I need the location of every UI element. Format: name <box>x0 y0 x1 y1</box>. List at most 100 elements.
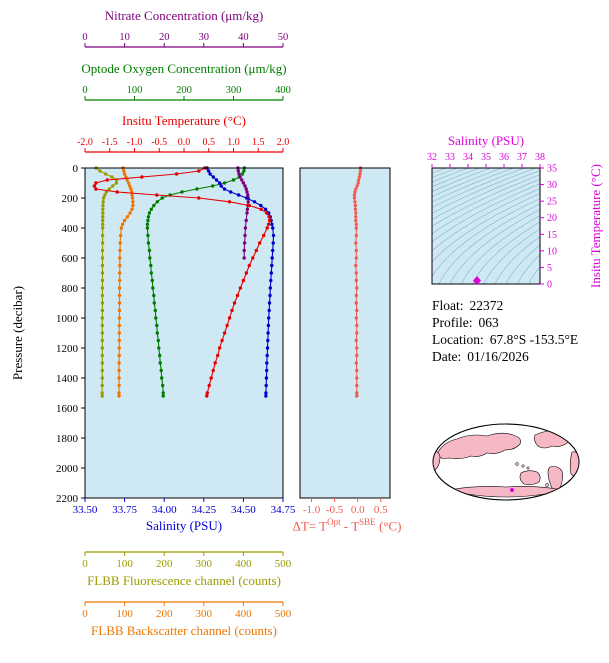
fluorescence-tick-label: 300 <box>196 558 213 570</box>
backscatter-profile-marker <box>117 383 121 388</box>
location-value: 67.8°S -153.5°E <box>489 332 579 347</box>
ts-diamond-marker <box>473 276 481 286</box>
pressure-tick-label: 600 <box>62 253 79 265</box>
backscatter-profile-marker <box>117 301 122 305</box>
delta-t-axis: -1.0 -0.5 0.0 0.5 <box>303 498 388 516</box>
delta-t-profile-marker <box>354 233 358 238</box>
oxygen-tick-label: 0 <box>82 85 87 96</box>
delta-t-profile-marker <box>354 338 358 343</box>
backscatter-profile-marker <box>118 271 122 275</box>
fluorescence-profile-marker <box>101 226 105 230</box>
temperature-profile-marker <box>197 196 201 200</box>
pressure-tick-label: 800 <box>62 283 79 295</box>
world-map <box>432 423 580 501</box>
delta-t-profile-marker <box>354 256 358 260</box>
fluorescence-profile-marker <box>100 316 105 320</box>
fluorescence-profile-marker <box>103 172 108 176</box>
float-location-marker <box>510 488 514 492</box>
temperature-tick-label: -2.0 <box>77 137 93 148</box>
delta-title-sup-sbe: SBE <box>359 517 376 527</box>
temperature-profile <box>92 166 272 398</box>
backscatter-profile-marker <box>117 293 122 298</box>
temperature-tick-label: 2.0 <box>277 137 290 148</box>
delta-t-profile-marker <box>354 361 358 365</box>
delta-t-profile-marker <box>355 331 359 335</box>
oxygen-tick-label: 200 <box>176 85 192 96</box>
pressure-tick-label: 1000 <box>56 313 79 325</box>
profile-value: 063 <box>478 315 499 330</box>
pressure-tick-label: 1800 <box>56 433 79 445</box>
isopycnal-contour <box>432 193 540 263</box>
fluorescence-profile-marker <box>101 215 105 219</box>
temperature-profile-marker <box>259 207 263 211</box>
fluorescence-profile-marker <box>101 196 106 200</box>
backscatter-profile-marker <box>118 256 122 260</box>
ts-salinity-axis-title: Salinity (PSU) <box>448 133 524 148</box>
delta-t-plot-border <box>299 167 391 499</box>
temperature-profile-marker <box>254 248 258 253</box>
oxygen-profile-marker <box>180 190 184 194</box>
salinity-profile-marker <box>265 368 269 373</box>
fluorescence-profile-marker <box>100 353 105 358</box>
fluorescence-profile-marker <box>100 286 105 290</box>
oxygen-profile-marker <box>155 200 159 204</box>
salinity-profile-marker <box>211 175 215 179</box>
salinity-profile-marker <box>271 226 275 230</box>
fluorescence-profile-marker <box>100 391 104 395</box>
float-info: Float: 22372 Profile: 063 Location: 67.8°S … <box>432 297 578 365</box>
temperature-profile-marker <box>244 271 249 275</box>
temperature-profile-marker <box>105 178 110 182</box>
backscatter-tick-label: 300 <box>196 608 213 620</box>
delta-t-profile-marker <box>354 241 358 245</box>
fluorescence-tick-label: 0 <box>82 558 88 570</box>
temperature-profile-marker <box>238 286 243 290</box>
backscatter-profile-marker <box>122 218 127 223</box>
isopycnal-contour <box>432 168 491 192</box>
backscatter-profile-marker <box>130 193 134 197</box>
oxygen-profile-marker <box>150 278 154 283</box>
plot-backgrounds <box>85 168 540 498</box>
delta-title-mid: - T <box>340 518 360 534</box>
nitrate-profile-marker <box>246 200 250 204</box>
pressure-tick-label: 1600 <box>56 403 79 415</box>
oxygen-profile-marker <box>154 316 158 320</box>
oxygen-profile-marker <box>153 308 157 313</box>
delta-t-profile-marker <box>357 175 362 179</box>
backscatter-profile-marker <box>120 222 125 226</box>
temperature-profile-marker <box>197 169 201 173</box>
landmass <box>534 430 569 449</box>
ts-temperature-tick-label: 20 <box>547 213 557 224</box>
backscatter-tick-label: 400 <box>235 608 252 620</box>
isopycnal-contour <box>432 183 540 243</box>
salinity-profile <box>205 166 276 398</box>
isopycnal-contour <box>432 188 540 252</box>
temperature-tick-label: 0.5 <box>203 137 216 148</box>
pressure-tick-label: 2000 <box>56 463 79 475</box>
profile-plot-border <box>84 167 284 499</box>
backscatter-profile-marker <box>118 278 122 283</box>
fluorescence-profile-marker <box>100 256 105 260</box>
salinity-profile-marker <box>264 383 268 388</box>
delta-t-profile-marker <box>354 248 358 253</box>
fluorescence-profile-marker <box>100 263 105 268</box>
fluorescence-profile-marker <box>101 211 105 215</box>
delta-t-profile-marker <box>353 207 358 211</box>
landmass <box>545 483 549 487</box>
salinity-profile-marker <box>264 394 268 398</box>
delta-t-profile-marker <box>355 346 359 350</box>
backscatter-profile-marker <box>117 376 121 380</box>
date-info-line: Date: 01/16/2026 <box>432 348 578 365</box>
ts-salinity-tick-label: 36 <box>499 152 509 163</box>
temperature-profile-marker <box>251 256 255 260</box>
salinity-profile-marker <box>268 293 272 298</box>
float-label: Float: <box>432 298 464 313</box>
backscatter-profile <box>117 166 135 398</box>
salinity-profile-marker <box>236 193 241 197</box>
salinity-profile-marker <box>263 207 268 211</box>
salinity-tick-label: 33.75 <box>112 504 137 516</box>
temperature-profile-marker <box>94 187 98 191</box>
temperature-profile-marker <box>266 222 271 226</box>
fluorescence-tick-label: 400 <box>235 558 252 570</box>
oxygen-profile-marker <box>155 323 159 328</box>
oxygen-profile-marker <box>152 203 156 208</box>
